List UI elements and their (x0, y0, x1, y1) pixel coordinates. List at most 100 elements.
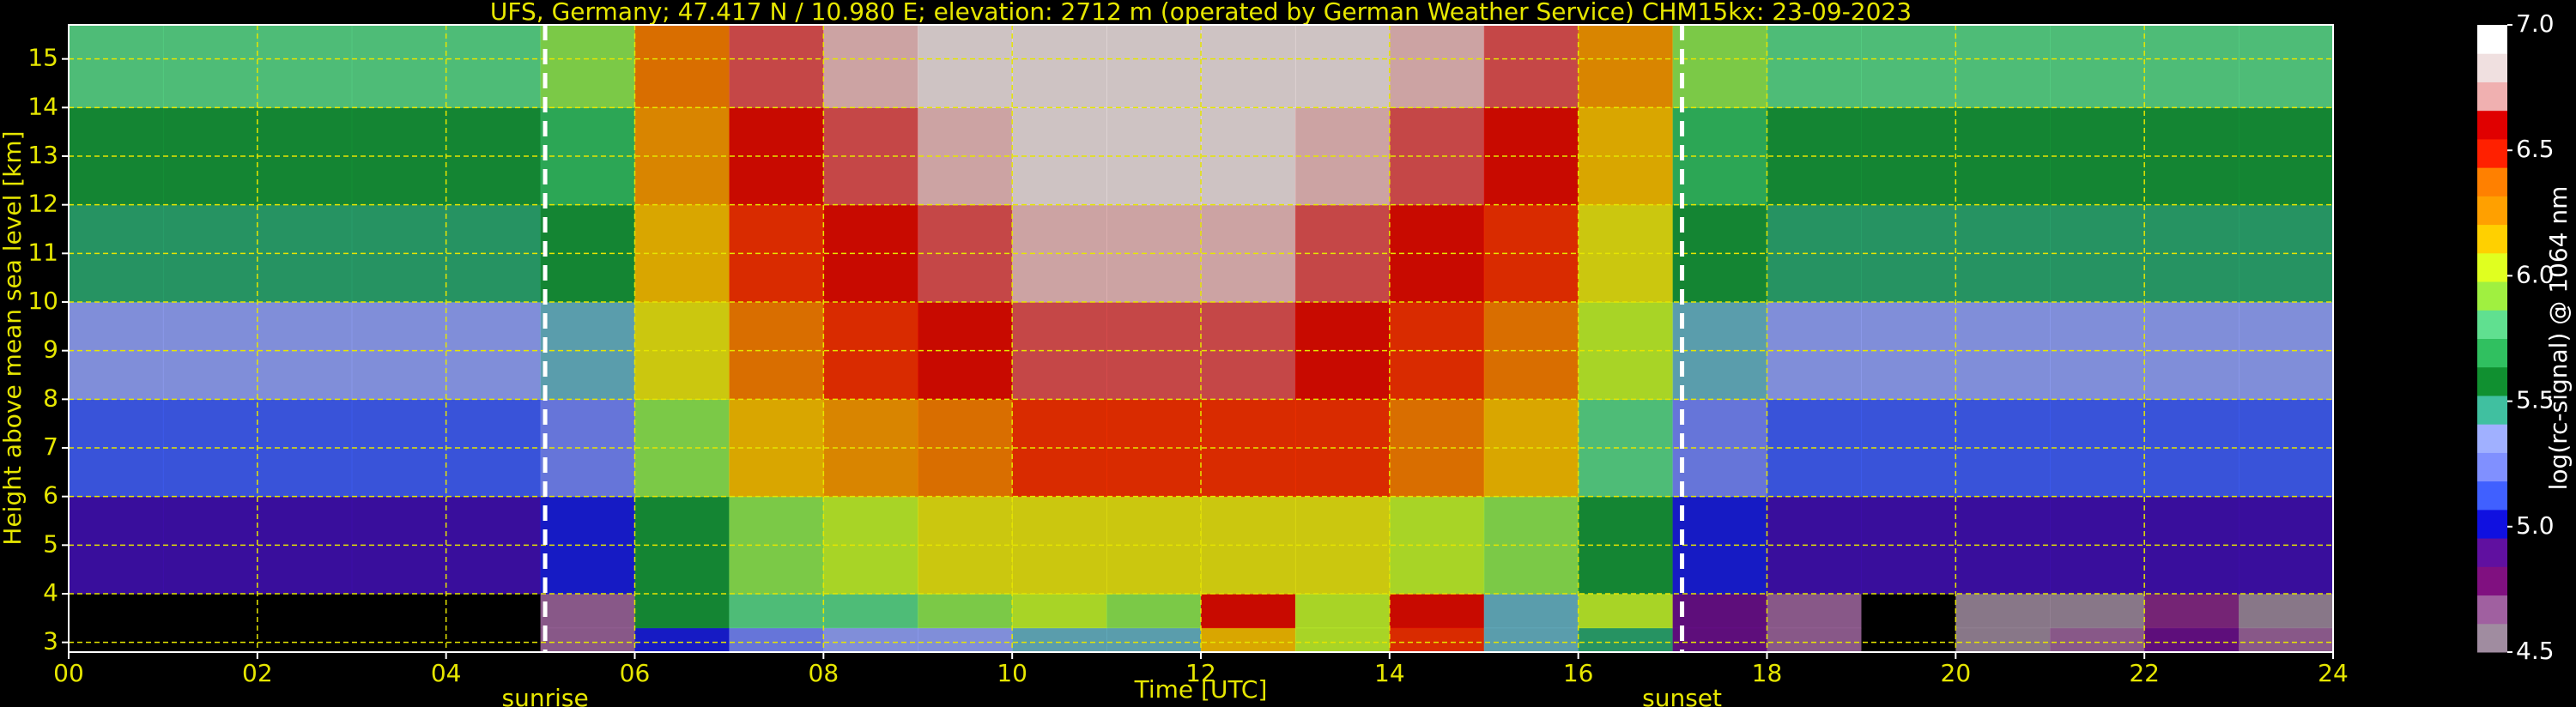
colorbar-swatch (2477, 338, 2507, 368)
y-tick-label: 7 (43, 432, 58, 461)
heatmap-cell (1672, 25, 1767, 108)
heatmap-cell (1767, 25, 1862, 108)
annotation-label: sunset (1642, 684, 1722, 707)
colorbar-swatch (2477, 395, 2507, 425)
y-tick-label: 5 (43, 529, 58, 558)
heatmap-cell (2050, 627, 2145, 653)
colorbar-swatch (2477, 224, 2507, 254)
heatmap-cell (2144, 594, 2240, 629)
heatmap-cell (729, 594, 824, 629)
heatmap-cell (2144, 627, 2240, 653)
x-tick-label: 14 (1374, 659, 1405, 687)
heatmap-cell (1389, 25, 1485, 108)
heatmap-cell (1389, 594, 1485, 629)
y-tick-label: 8 (43, 384, 58, 412)
heatmap-cell (69, 594, 164, 629)
heatmap-cell (1767, 594, 1862, 629)
colorbar-tick-label: 6.0 (2516, 260, 2555, 288)
colorbar-swatch (2477, 566, 2507, 596)
heatmap-cell (540, 627, 635, 653)
colorbar-swatch (2477, 53, 2507, 82)
heatmap-cell (2144, 25, 2240, 108)
heatmap-cell (634, 594, 730, 629)
colorbar-swatch (2477, 196, 2507, 226)
heatmap-cell (2050, 25, 2145, 108)
colorbar-tick-label: 5.5 (2516, 386, 2555, 414)
heatmap-cell (69, 25, 164, 108)
heatmap-cell (257, 594, 353, 629)
heatmap-cell (1201, 627, 1296, 653)
heatmap-cell (1389, 627, 1485, 653)
x-tick-label: 00 (53, 659, 84, 687)
x-tick-label: 16 (1563, 659, 1594, 687)
heatmap-cell (1483, 594, 1579, 629)
colorbar-swatch (2477, 480, 2507, 511)
heatmap-cell (1861, 594, 1956, 629)
x-tick-label: 08 (809, 659, 839, 687)
heatmap-cell (1955, 627, 2051, 653)
colorbar-tick-label: 5.0 (2516, 511, 2555, 540)
heatmap-cell (918, 25, 1013, 108)
heatmap-cell (634, 25, 730, 108)
colorbar-swatch (2477, 252, 2507, 282)
y-tick-label: 6 (43, 481, 58, 510)
heatmap-cell (2239, 594, 2334, 629)
heatmap-cell (823, 25, 918, 108)
heatmap-cell (1955, 25, 2051, 108)
heatmap-cell (823, 594, 918, 629)
heatmap-cell (918, 627, 1013, 653)
colorbar-swatch (2477, 509, 2507, 539)
x-tick-label: 02 (242, 659, 273, 687)
colorbar-swatch (2477, 452, 2507, 482)
heatmap-cell (1483, 627, 1579, 653)
heatmap-cell (1106, 25, 1202, 108)
heatmap-cell (540, 594, 635, 629)
plot-frame (68, 24, 2334, 653)
heatmap-cell (1767, 627, 1862, 653)
heatmap-cell (1955, 594, 2051, 629)
x-tick-label: 10 (997, 659, 1027, 687)
heatmap-cell (1012, 594, 1107, 629)
heatmap-cell (1106, 594, 1202, 629)
x-tick-label: 04 (431, 659, 462, 687)
heatmap-cell (1106, 627, 1202, 653)
y-tick-label: 11 (27, 238, 58, 266)
heatmap-cell (69, 627, 164, 653)
heatmap-cell (1201, 594, 1296, 629)
y-tick-label: 12 (27, 190, 58, 218)
heatmap-cell (351, 594, 447, 629)
heatmap-cell (1483, 25, 1579, 108)
heatmap-cell (1201, 25, 1296, 108)
colorbar-swatch (2477, 310, 2507, 339)
colorbar-swatch (2477, 167, 2507, 196)
x-tick-label: 06 (620, 659, 651, 687)
heatmap-cell (1861, 627, 1956, 653)
colorbar-tick-label: 4.5 (2516, 637, 2555, 665)
y-axis-label: Height above mean sea level [km] (0, 130, 27, 545)
colorbar-swatch (2477, 138, 2507, 168)
heatmap-cell (540, 25, 635, 108)
colorbar-swatch (2477, 595, 2507, 625)
heatmap-cell (2239, 627, 2334, 653)
heatmap-cell (729, 25, 824, 108)
y-tick-label: 13 (27, 141, 58, 169)
heatmap-cell (351, 25, 447, 108)
heatmap-cell (918, 594, 1013, 629)
y-tick-label: 3 (43, 627, 58, 656)
heatmap-cell (1012, 627, 1107, 653)
colorbar-swatch (2477, 25, 2507, 54)
colorbar-tick-label: 6.5 (2516, 135, 2555, 163)
heatmap-cell (2239, 25, 2334, 108)
y-tick-label: 9 (43, 335, 58, 364)
colorbar-swatch (2477, 538, 2507, 567)
heatmap-cell (162, 627, 258, 653)
heatmap-cell (1578, 594, 1674, 629)
colorbar-swatch (2477, 281, 2507, 311)
heatmap-cell (634, 627, 730, 653)
heatmap-cell (1861, 25, 1956, 108)
heatmap-cell (1578, 627, 1674, 653)
x-tick-label: 12 (1185, 659, 1216, 687)
heatmap-cell (257, 627, 353, 653)
